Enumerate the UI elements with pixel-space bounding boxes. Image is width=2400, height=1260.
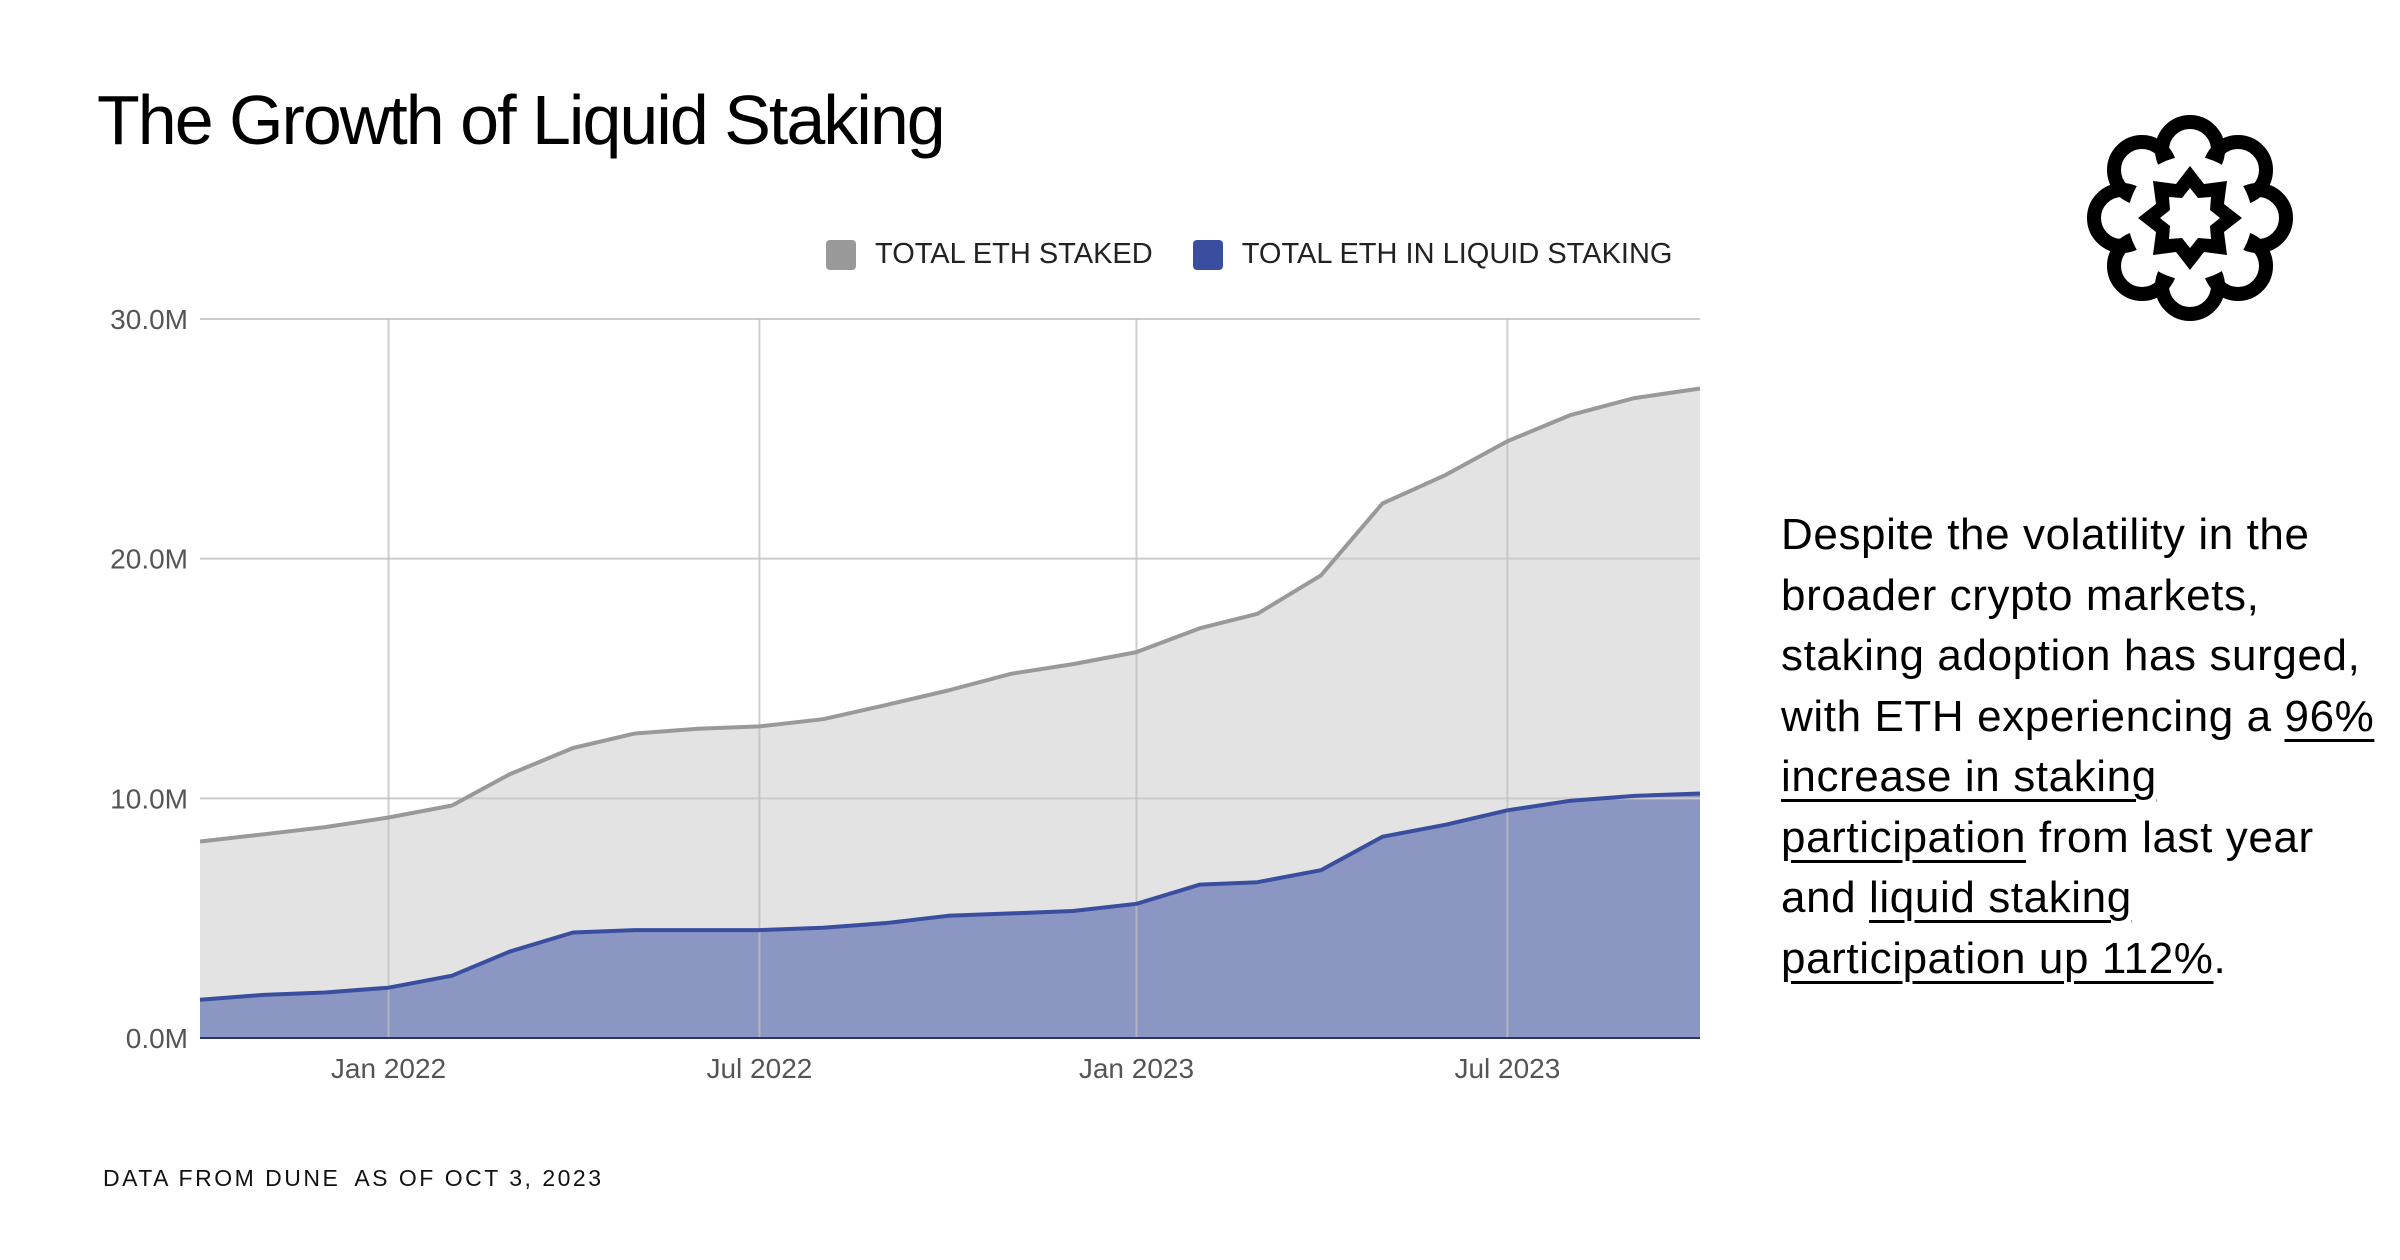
legend-item-total-staked[interactable]: TOTAL ETH STAKED — [826, 238, 1153, 271]
y-tick-label: 20.0M — [110, 544, 188, 575]
x-tick-label: Jan 2023 — [1079, 1053, 1194, 1084]
description-end: . — [2213, 933, 2227, 983]
legend-label-liquid-staking: TOTAL ETH IN LIQUID STAKING — [1241, 238, 1673, 270]
y-tick-label: 10.0M — [110, 783, 188, 814]
area-chart: 0.0M 10.0M 20.0M 30.0M Jan 2022 Jul 2022 Jan 2… — [110, 304, 1701, 1084]
footnote-date: AS OF OCT 3, 2023 — [354, 1165, 604, 1191]
footnote-source: DATA FROM DUNE — [103, 1165, 341, 1191]
legend-swatch-liquid-staking — [1192, 239, 1223, 270]
flower-star-logo-icon — [2087, 115, 2293, 321]
legend-item-liquid-staking[interactable]: TOTAL ETH IN LIQUID STAKING — [1192, 238, 1673, 271]
legend-swatch-total-staked — [826, 239, 856, 270]
footnote: DATA FROM DUNE AS OF OCT 3, 2023 — [103, 1165, 604, 1192]
y-tick-label: 0.0M — [126, 1023, 188, 1054]
staking-increase-link[interactable]: 96% increase in staking participation — [1781, 691, 2375, 862]
x-tick-label: Jul 2023 — [1454, 1053, 1560, 1084]
description-intro: Despite the volatility in the broader cr… — [1781, 510, 2361, 741]
chart-title: The Growth of Liquid Staking — [97, 81, 946, 159]
liquid-staking-link[interactable]: liquid staking participation up 112% — [1781, 873, 2214, 983]
chart-legend: TOTAL ETH STAKED TOTAL ETH IN LIQUID STA… — [826, 238, 1672, 271]
y-tick-label: 30.0M — [110, 304, 188, 335]
series-line-1 — [199, 791, 1701, 1002]
description-text: Despite the volatility in the broader cr… — [1781, 505, 2381, 989]
x-tick-label: Jan 2022 — [331, 1053, 446, 1084]
x-tick-label: Jul 2022 — [706, 1053, 812, 1084]
description-middle: from last year and — [1781, 812, 2314, 923]
legend-label-total-staked: TOTAL ETH STAKED — [875, 238, 1153, 270]
series-line-0 — [199, 386, 1701, 844]
